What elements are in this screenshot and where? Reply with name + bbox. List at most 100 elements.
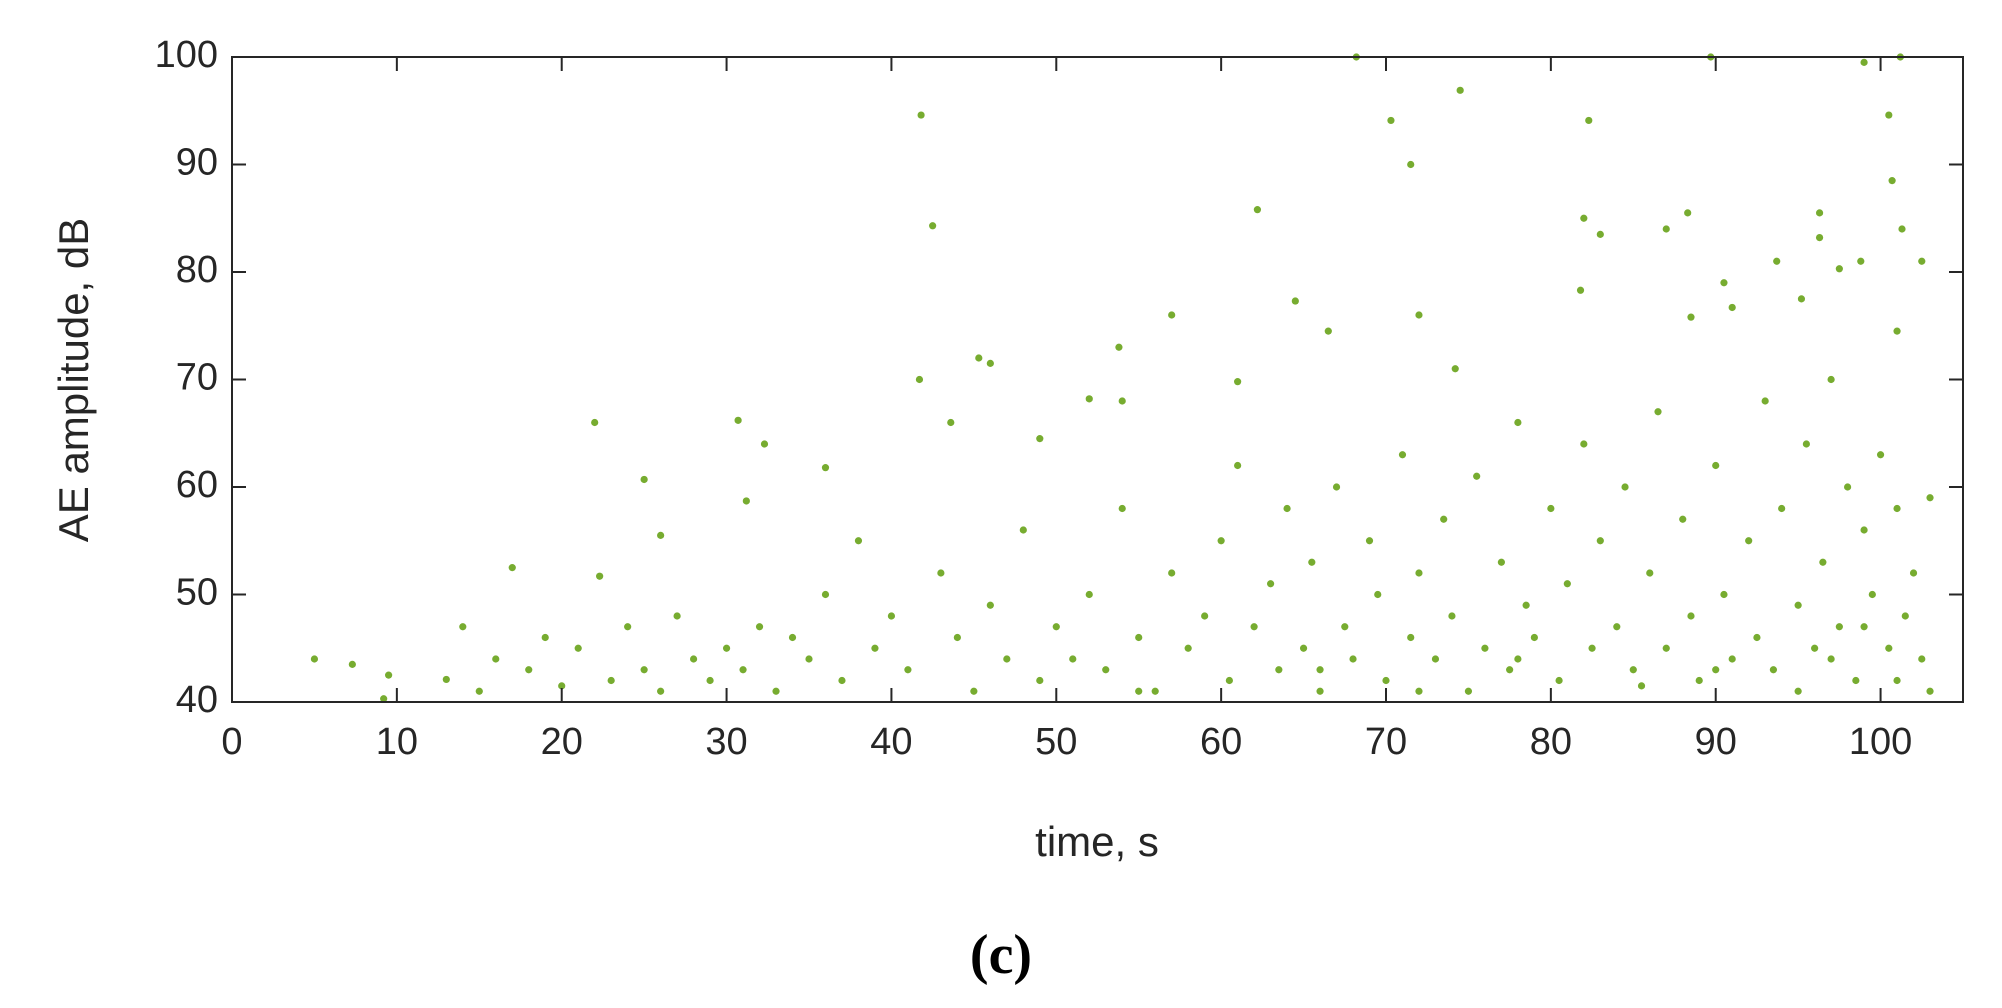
point — [624, 623, 632, 631]
point — [607, 676, 615, 685]
point — [574, 644, 582, 652]
point — [1118, 397, 1126, 405]
point — [1773, 257, 1781, 265]
point — [821, 590, 830, 599]
point — [1588, 644, 1596, 652]
point — [1456, 86, 1464, 94]
x-tick-label: 80 — [1530, 721, 1572, 763]
point — [1753, 633, 1761, 642]
x-tick-label: 30 — [705, 721, 747, 763]
point — [1687, 612, 1695, 620]
point — [1052, 623, 1060, 631]
point — [475, 687, 483, 695]
point — [640, 666, 648, 674]
y-tick-label: 100 — [155, 34, 218, 76]
point — [1184, 644, 1192, 652]
x-tick-label: 0 — [221, 721, 242, 763]
point — [1283, 504, 1291, 513]
point — [1585, 116, 1593, 125]
point — [1835, 623, 1843, 631]
point — [1662, 644, 1670, 652]
point — [657, 687, 665, 695]
point — [1835, 265, 1843, 273]
y-tick-label: 50 — [176, 572, 218, 614]
point — [1728, 303, 1736, 312]
point — [1811, 644, 1819, 652]
point — [986, 601, 994, 609]
point — [1827, 655, 1835, 663]
point — [385, 671, 393, 679]
x-axis-label: time, s — [1035, 818, 1159, 865]
point — [722, 644, 731, 652]
point — [970, 687, 978, 695]
point — [1115, 343, 1123, 351]
point — [887, 612, 896, 620]
x-tick-label: 70 — [1365, 721, 1407, 763]
y-axis-label: AE amplitude, dB — [50, 218, 97, 543]
point — [1382, 676, 1390, 685]
point — [1629, 666, 1637, 674]
point — [1374, 590, 1382, 599]
point — [986, 359, 994, 367]
point — [947, 418, 955, 427]
point — [929, 222, 937, 230]
point — [1135, 687, 1143, 695]
point — [706, 676, 714, 685]
point — [1893, 504, 1901, 513]
point — [1712, 461, 1720, 470]
point — [1852, 676, 1860, 685]
point — [1901, 612, 1909, 620]
point — [1332, 483, 1341, 491]
point — [1918, 257, 1926, 265]
point — [558, 682, 566, 690]
point — [1415, 311, 1423, 319]
point — [1522, 601, 1530, 609]
point — [1613, 623, 1621, 631]
point — [1407, 160, 1415, 169]
point — [508, 564, 516, 572]
caption: (c) — [970, 924, 1032, 986]
point — [1761, 397, 1769, 405]
point — [1769, 666, 1778, 674]
point — [1827, 375, 1835, 384]
x-tick-label: 10 — [376, 721, 418, 763]
point — [739, 666, 747, 674]
point — [772, 687, 780, 695]
point — [1415, 687, 1423, 695]
point — [1530, 633, 1538, 642]
point — [1662, 225, 1670, 233]
point — [854, 537, 863, 545]
y-tick-label: 60 — [176, 464, 218, 506]
point — [953, 633, 961, 642]
point — [1580, 440, 1588, 448]
point — [1291, 297, 1299, 305]
point — [1201, 612, 1209, 620]
point — [1893, 676, 1901, 685]
point — [1431, 655, 1440, 663]
point — [975, 354, 983, 362]
point — [1234, 461, 1242, 470]
point — [760, 440, 769, 448]
point — [1267, 580, 1275, 588]
point — [1085, 590, 1093, 599]
point — [1888, 177, 1896, 185]
point — [673, 612, 681, 620]
point — [917, 111, 925, 119]
point — [1275, 666, 1283, 674]
point — [1217, 537, 1225, 545]
x-tick-label: 50 — [1035, 721, 1077, 763]
point — [1547, 504, 1555, 513]
point — [1308, 558, 1316, 566]
point — [1555, 676, 1563, 685]
point — [596, 572, 604, 580]
plot-frame — [231, 56, 1964, 703]
y-tick-label: 70 — [176, 357, 218, 399]
point — [1918, 655, 1926, 663]
point — [1349, 655, 1357, 663]
point — [1646, 569, 1654, 577]
point — [1815, 209, 1824, 217]
point — [1844, 483, 1852, 491]
point — [1225, 676, 1233, 685]
point — [1234, 378, 1242, 386]
